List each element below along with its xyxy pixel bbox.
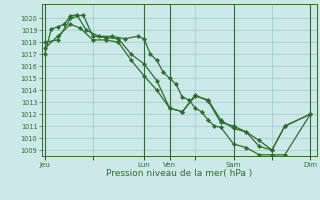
X-axis label: Pression niveau de la mer( hPa ): Pression niveau de la mer( hPa ) bbox=[106, 169, 252, 178]
